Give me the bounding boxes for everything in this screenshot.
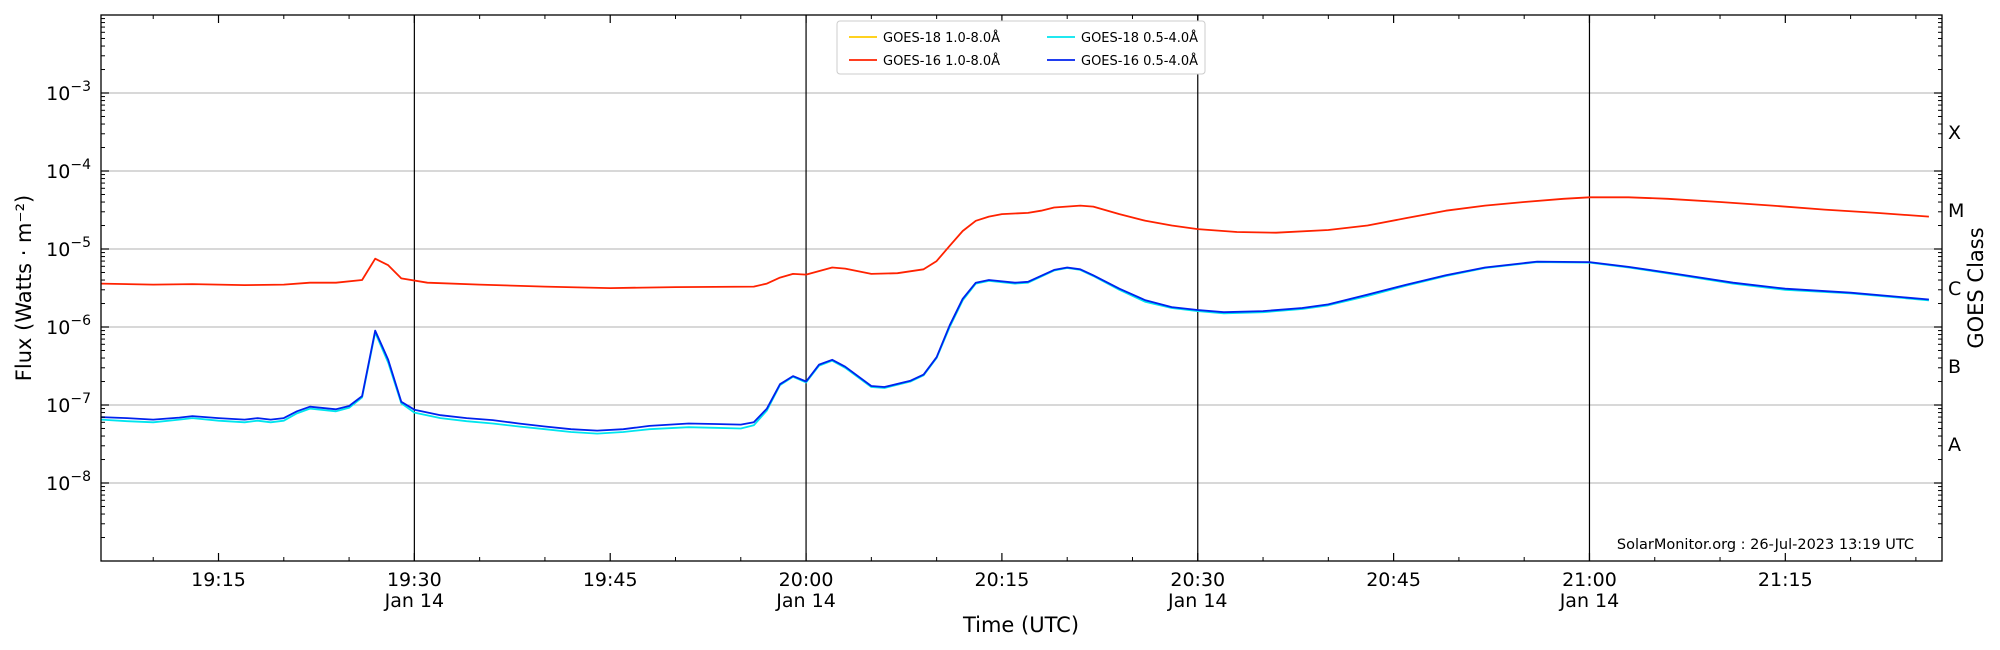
- x-tick-label: 20:30: [1170, 569, 1225, 591]
- legend-label: GOES-16 0.5-4.0Å: [1081, 53, 1198, 69]
- x-tick-label: 19:30: [387, 569, 442, 591]
- series-lines: [100, 196, 1929, 435]
- x-tick-label: 19:15: [191, 569, 246, 591]
- legend-label: GOES-18 0.5-4.0Å: [1081, 30, 1198, 46]
- x-tick-label: 20:15: [975, 569, 1030, 591]
- x-tick-date-label: Jan 14: [384, 590, 445, 612]
- x-tick-date-label: Jan 14: [775, 590, 836, 612]
- x-tick-label: 21:00: [1562, 569, 1617, 591]
- y-tick-labels: 10−8 10−7 10−6 10−5 10−4 10−3: [46, 79, 91, 495]
- day-marker-lines: [413, 15, 1591, 561]
- legend-label: GOES-18 1.0-8.0Å: [883, 30, 1000, 46]
- x-tick-label: 20:00: [779, 569, 834, 591]
- series-line: [100, 260, 1929, 432]
- legend-box: [836, 20, 1206, 75]
- goes-class-label: A: [1948, 434, 1961, 456]
- goes-class-label: C: [1948, 278, 1961, 300]
- y-tick-label: 10−4: [46, 157, 91, 183]
- legend: GOES-18 1.0-8.0Å GOES-16 1.0-8.0Å GOES-18 …: [836, 20, 1206, 75]
- series-line: [100, 261, 1929, 435]
- goes-class-label: X: [1948, 122, 1961, 144]
- y-tick-label: 10−3: [46, 79, 91, 105]
- series-line: [100, 196, 1929, 289]
- x-tick-label: 21:15: [1758, 569, 1813, 591]
- x-tick-date-label: Jan 14: [1167, 590, 1228, 612]
- x-tick-date-label: Jan 14: [1559, 590, 1620, 612]
- plot-frame: [100, 14, 1943, 562]
- goes-class-label: M: [1948, 200, 1964, 222]
- x-axis-title: Time (UTC): [962, 613, 1079, 637]
- credit-text: SolarMonitor.org : 26-Jul-2023 13:19 UTC: [1617, 537, 1914, 553]
- gridlines: [101, 92, 1942, 484]
- y-tick-label: 10−6: [46, 313, 91, 339]
- x-tick-label: 19:45: [583, 569, 638, 591]
- legend-label: GOES-16 1.0-8.0Å: [883, 53, 1000, 69]
- y-tick-label: 10−8: [46, 469, 91, 495]
- axis-ticks: [101, 15, 1942, 561]
- right-axis-title: GOES Class: [1964, 227, 1988, 348]
- goes-class-labels: A B C M X: [1948, 122, 1964, 456]
- y-tick-label: 10−5: [46, 235, 91, 261]
- x-tick-label: 20:45: [1366, 569, 1421, 591]
- y-tick-label: 10−7: [46, 391, 91, 417]
- goes-class-label: B: [1948, 356, 1961, 378]
- y-axis-title: Flux (Watts · m⁻²): [12, 195, 36, 381]
